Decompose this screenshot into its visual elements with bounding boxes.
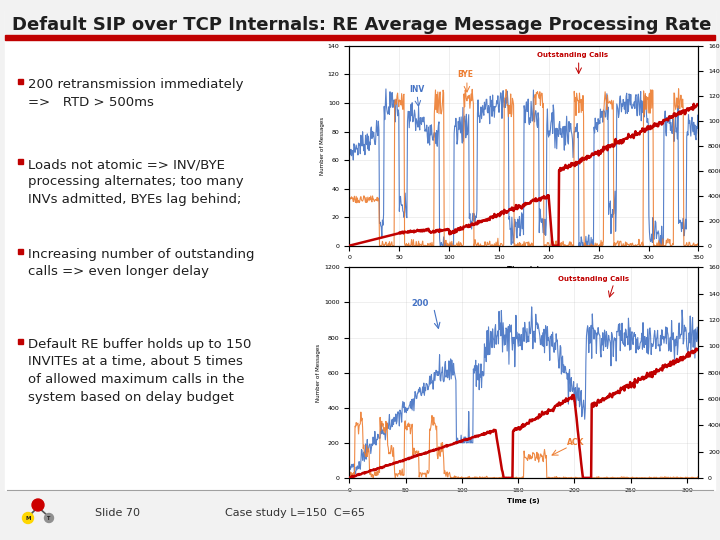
Text: 200 retransmission immediately
=>   RTD > 500ms: 200 retransmission immediately => RTD > …: [28, 78, 243, 109]
Text: INV: INV: [409, 85, 424, 93]
Circle shape: [45, 514, 53, 523]
Text: T: T: [48, 516, 50, 521]
X-axis label: Time (s): Time (s): [508, 498, 540, 504]
Text: Case study L=150  C=65: Case study L=150 C=65: [225, 508, 365, 518]
Text: Default RE buffer holds up to 150
INVITEs at a time, about 5 times
of allowed ma: Default RE buffer holds up to 150 INVITE…: [28, 338, 251, 403]
Circle shape: [32, 499, 44, 511]
Text: Loads not atomic => INV/BYE
processing alternates; too many
INVs admitted, BYEs : Loads not atomic => INV/BYE processing a…: [28, 158, 243, 206]
Bar: [18, 339, 23, 344]
Text: M: M: [25, 516, 31, 521]
Text: Default SIP over TCP Internals: RE Average Message Processing Rate: Default SIP over TCP Internals: RE Avera…: [12, 16, 711, 34]
Text: ACK: ACK: [567, 438, 584, 448]
Circle shape: [22, 512, 34, 523]
Bar: [5, 35, 715, 40]
Text: Outstanding Calls: Outstanding Calls: [557, 276, 629, 282]
Text: Increasing number of outstanding
calls => even longer delay: Increasing number of outstanding calls =…: [28, 248, 254, 279]
Bar: [18, 79, 23, 84]
Y-axis label: Number of Messages: Number of Messages: [320, 117, 325, 175]
Text: BYE: BYE: [457, 70, 473, 79]
Bar: [18, 159, 23, 164]
Bar: [18, 249, 23, 254]
Text: Slide 70: Slide 70: [95, 508, 140, 518]
Bar: [5, 10, 715, 490]
Y-axis label: Number of Messages: Number of Messages: [316, 343, 321, 402]
X-axis label: Time (s): Time (s): [508, 266, 540, 272]
Bar: [5, 5, 715, 35]
Text: Outstanding Calls: Outstanding Calls: [537, 52, 608, 58]
Text: 200: 200: [411, 299, 428, 308]
